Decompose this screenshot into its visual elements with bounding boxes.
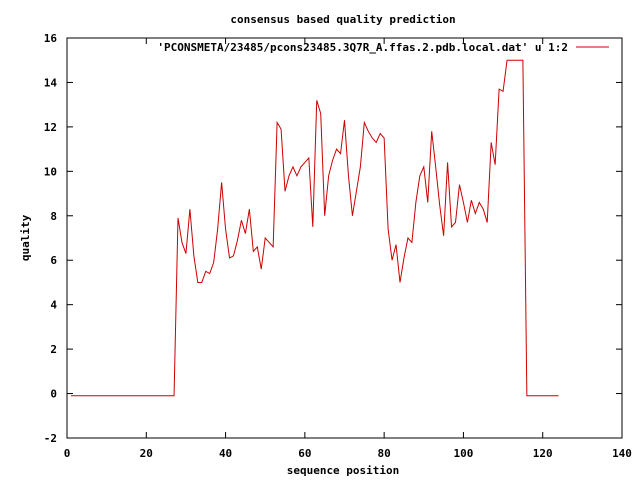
y-tick-label: 14 xyxy=(44,76,58,89)
x-tick-label: 40 xyxy=(219,447,232,460)
y-tick-label: 6 xyxy=(50,254,57,267)
x-tick-label: 120 xyxy=(533,447,553,460)
y-tick-label: 10 xyxy=(44,165,57,178)
y-tick-label: -2 xyxy=(44,432,57,445)
y-tick-label: 16 xyxy=(44,32,58,45)
x-tick-label: 100 xyxy=(453,447,473,460)
legend-label: 'PCONSMETA/23485/pcons23485.3Q7R_A.ffas.… xyxy=(157,41,568,54)
x-tick-label: 20 xyxy=(140,447,153,460)
y-tick-label: 2 xyxy=(50,343,57,356)
y-tick-label: 12 xyxy=(44,121,57,134)
y-tick-label: 8 xyxy=(50,210,57,223)
x-axis-label: sequence position xyxy=(287,464,400,477)
series-line xyxy=(70,59,559,397)
y-tick-label: 0 xyxy=(50,388,57,401)
y-tick-label: 4 xyxy=(50,299,57,312)
axis-ticks: 0 20 40 60 80 100 120 140 -2 0 2 4 6 8 10 12 14 16 xyxy=(44,32,632,460)
plot-frame xyxy=(66,37,623,439)
legend: 'PCONSMETA/23485/pcons23485.3Q7R_A.ffas.… xyxy=(157,41,609,54)
x-tick-label: 0 xyxy=(64,447,71,460)
x-tick-label: 60 xyxy=(298,447,311,460)
x-tick-label: 140 xyxy=(612,447,632,460)
plot-area xyxy=(70,59,559,397)
x-tick-label: 80 xyxy=(378,447,391,460)
chart-title: consensus based quality prediction xyxy=(230,13,455,26)
y-axis-label: quality xyxy=(19,214,32,261)
